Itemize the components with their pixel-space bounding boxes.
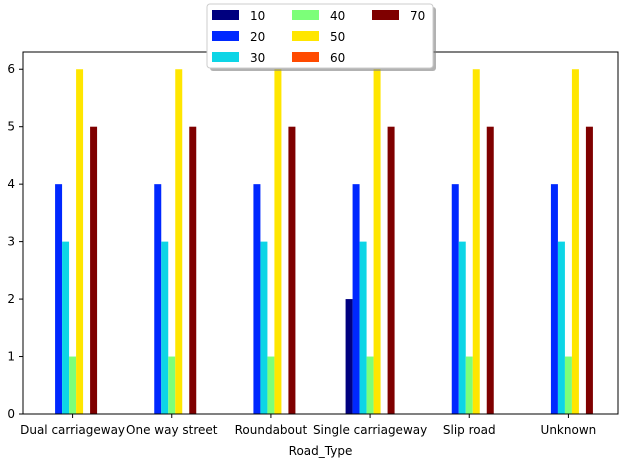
legend: 10 20 30 40 50 60 70 [206, 3, 436, 71]
bar-unknown-40 [564, 356, 572, 414]
bar-single-carriageway-30 [359, 241, 367, 414]
bar-slip-road-30 [458, 241, 466, 414]
y-tick-label: 2 [7, 292, 15, 306]
bar-single-carriageway-10 [345, 299, 353, 414]
bar-one-way-street-20 [154, 184, 162, 414]
bar-single-carriageway-70 [387, 126, 395, 414]
x-tick-label: One way street [126, 423, 218, 437]
bar-dual-carriageway-20 [55, 184, 63, 414]
bar-slip-road-50 [472, 69, 480, 415]
legend-swatch-10 [212, 10, 239, 20]
bar-one-way-street-50 [175, 69, 183, 415]
legend-label-70: 70 [410, 9, 425, 23]
x-tick-label: Slip road [443, 423, 496, 437]
legend-label-10: 10 [250, 9, 265, 23]
legend-label-30: 30 [250, 51, 265, 65]
y-tick-label: 5 [7, 120, 15, 134]
bar-one-way-street-30 [161, 241, 169, 414]
bar-unknown-70 [585, 126, 593, 414]
bar-unknown-20 [550, 184, 558, 414]
x-tick-label: Unknown [541, 423, 597, 437]
bar-dual-carriageway-70 [90, 126, 98, 414]
x-tick-label: Roundabout [235, 423, 308, 437]
bar-single-carriageway-20 [352, 184, 360, 414]
bar-unknown-30 [557, 241, 565, 414]
x-axis-label: Road_Type [289, 444, 353, 458]
legend-label-50: 50 [330, 30, 345, 44]
y-tick-label: 4 [7, 177, 15, 191]
x-tick-label: Dual carriageway [20, 423, 125, 437]
bar-slip-road-40 [465, 356, 473, 414]
legend-swatch-50 [292, 31, 319, 41]
legend-swatch-20 [212, 31, 239, 41]
y-tick-label: 3 [7, 235, 15, 249]
x-tick-label: Single carriageway [313, 423, 427, 437]
y-ticks-group: 0 1 2 3 4 5 6 [7, 62, 23, 421]
legend-label-40: 40 [330, 9, 345, 23]
bar-slip-road-20 [451, 184, 459, 414]
legend-swatch-40 [292, 10, 319, 20]
y-tick-label: 1 [7, 350, 15, 364]
legend-label-20: 20 [250, 30, 265, 44]
bar-dual-carriageway-40 [69, 356, 77, 414]
bar-one-way-street-70 [189, 126, 197, 414]
legend-swatch-70 [372, 10, 399, 20]
bar-roundabout-40 [267, 356, 275, 414]
legend-swatch-30 [212, 52, 239, 62]
x-ticks-group: Dual carriageway One way street Roundabout… [20, 414, 596, 437]
bar-dual-carriageway-50 [76, 69, 84, 415]
bar-roundabout-20 [253, 184, 261, 414]
legend-label-60: 60 [330, 51, 345, 65]
bar-roundabout-30 [260, 241, 268, 414]
bar-one-way-street-40 [168, 356, 176, 414]
bar-single-carriageway-40 [366, 356, 374, 414]
bar-roundabout-50 [274, 69, 282, 415]
bars-group [55, 69, 593, 415]
legend-box [206, 3, 434, 69]
bar-roundabout-70 [288, 126, 296, 414]
bar-slip-road-70 [486, 126, 494, 414]
bar-dual-carriageway-30 [62, 241, 70, 414]
legend-swatch-60 [292, 52, 319, 62]
bar-single-carriageway-50 [373, 69, 381, 415]
y-tick-label: 0 [7, 407, 15, 421]
y-tick-label: 6 [7, 62, 15, 76]
bar-unknown-50 [571, 69, 579, 415]
